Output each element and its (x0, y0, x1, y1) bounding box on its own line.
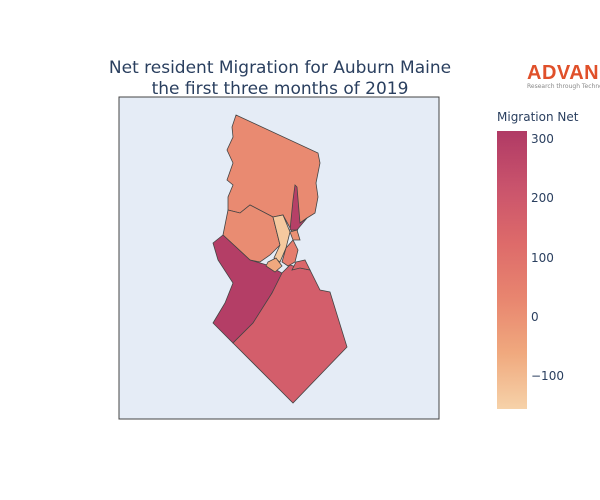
map-region[interactable] (289, 229, 301, 241)
title-line-2: the first three months of 2019 (151, 79, 409, 99)
map-region[interactable] (272, 214, 291, 263)
map-region[interactable] (291, 259, 311, 271)
title-line-1: Net resident Migration for Auburn Maine (108, 58, 452, 78)
logo-word: ADVAN (527, 62, 600, 84)
colorbar-tick-label: 200 (531, 191, 554, 206)
colorbar-tick-label: 0 (531, 309, 539, 324)
advan-logo: ADVAN Research through Technology (527, 62, 600, 90)
colorbar-tick-label: −100 (531, 368, 564, 383)
map-region[interactable] (289, 184, 308, 231)
logo-tagline: Research through Technology (527, 83, 600, 90)
chart-title: Net resident Migration for Auburn Maine … (80, 58, 480, 100)
map-region[interactable] (265, 257, 283, 273)
colorbar-tick-label: 100 (531, 250, 554, 265)
colorbar-tick-label: 300 (531, 132, 554, 147)
colorbar-title: Migration Net (497, 110, 579, 124)
colorbar (497, 131, 527, 409)
